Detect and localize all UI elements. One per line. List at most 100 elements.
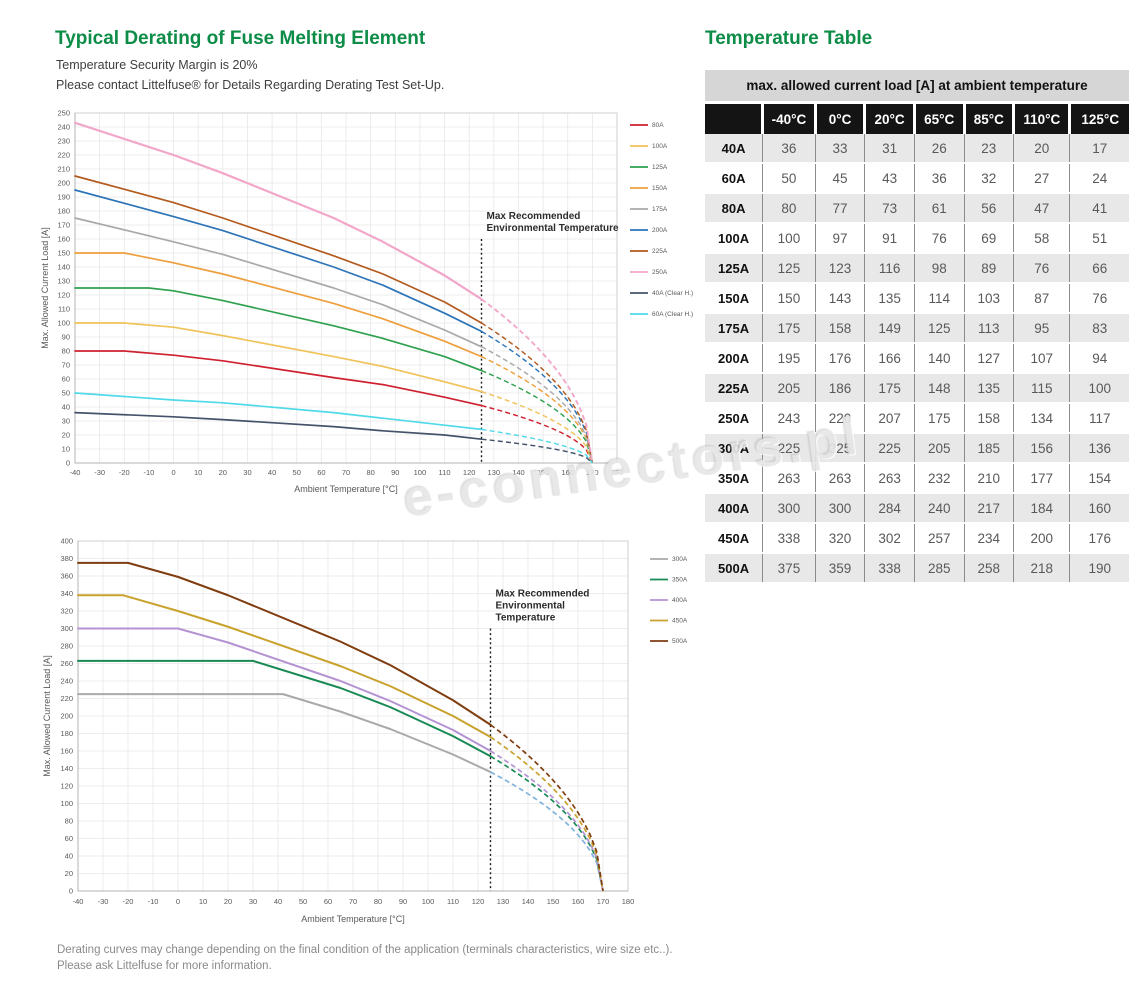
table-cell: 359 (814, 553, 865, 584)
row-label: 450A (705, 523, 763, 554)
table-cell: 125 (913, 313, 964, 344)
grid (77, 540, 629, 892)
curve-dashed-225a (481, 322, 594, 464)
table-cell: 143 (814, 283, 865, 314)
svg-text:120: 120 (60, 782, 73, 791)
table-cell: 225 (864, 433, 915, 464)
svg-text:0: 0 (66, 459, 70, 468)
table-col-header: 85°C (962, 102, 1014, 134)
svg-text:300: 300 (60, 624, 73, 633)
x-axis-title: Ambient Temperature [°C] (301, 914, 404, 924)
curve-dashed-200a (481, 330, 594, 464)
table-row: 60A 50 45 43 36 32 27 24 (705, 163, 1129, 194)
table-row: 400A 300 300 284 240 217 184 160 (705, 493, 1129, 524)
svg-text:200: 200 (57, 179, 70, 188)
row-label: 125A (705, 253, 763, 284)
table-cell: 89 (963, 253, 1014, 284)
svg-text:0: 0 (176, 897, 180, 906)
table-cell: 149 (864, 313, 915, 344)
svg-text:40: 40 (65, 852, 73, 861)
svg-text:140: 140 (522, 897, 535, 906)
svg-text:60: 60 (324, 897, 332, 906)
table-cell: 31 (864, 134, 915, 164)
x-axis-title: Ambient Temperature [°C] (294, 484, 397, 494)
table-cell: 103 (963, 283, 1014, 314)
svg-text:90: 90 (391, 468, 399, 477)
curve-80a (74, 350, 483, 407)
curve-dashed-60a-clear-h- (481, 428, 593, 464)
row-label: 200A (705, 343, 763, 374)
svg-text:70: 70 (349, 897, 357, 906)
table-cell: 300 (762, 493, 816, 524)
table-cell: 134 (1013, 403, 1070, 434)
legend-item: 40A (Clear H.) (630, 290, 693, 297)
legend-item: 100A (630, 143, 668, 150)
svg-text:90: 90 (399, 897, 407, 906)
table-cell: 175 (762, 313, 816, 344)
table-cell: 117 (1069, 403, 1129, 434)
svg-text:-40: -40 (70, 468, 81, 477)
svg-text:110: 110 (447, 897, 459, 906)
svg-text:20: 20 (219, 468, 227, 477)
table-cell: 218 (1013, 553, 1070, 584)
table-cell: 158 (814, 313, 865, 344)
table-cell: 150 (762, 283, 816, 314)
svg-text:40: 40 (274, 897, 282, 906)
svg-text:180: 180 (611, 468, 624, 477)
legend-item: 450A (650, 618, 688, 625)
table-cell: 263 (762, 463, 816, 494)
table-cell: 77 (814, 193, 865, 224)
table-cell: 95 (1013, 313, 1070, 344)
svg-text:230: 230 (57, 137, 70, 146)
table-cell: 115 (1013, 373, 1070, 404)
table-cell: 300 (814, 493, 865, 524)
table-cell: 135 (963, 373, 1014, 404)
curve-dashed-400a (490, 750, 604, 892)
svg-text:160: 160 (57, 235, 70, 244)
svg-text:30: 30 (249, 897, 257, 906)
curve-dashed-175a (481, 346, 594, 464)
curve-175a (74, 217, 483, 348)
derating-chart-low-ratings: -40 -30 -20 -10 0 10 20 30 40 50 60 70 80 90 100 110 120… (38, 101, 703, 501)
svg-text:180: 180 (57, 207, 70, 216)
table-cell: 50 (762, 163, 816, 194)
svg-text:60: 60 (65, 834, 73, 843)
svg-text:40: 40 (62, 403, 70, 412)
curve-500a (77, 561, 492, 726)
svg-text:90: 90 (62, 333, 70, 342)
curve-dashed-150a (481, 355, 594, 464)
axis-tick-labels: -40 -30 -20 -10 0 10 20 30 40 50 60 70 80 90 100 110 120… (57, 109, 623, 477)
svg-text:100: 100 (422, 897, 435, 906)
svg-text:220: 220 (57, 151, 70, 160)
svg-text:100: 100 (57, 319, 70, 328)
svg-text:160: 160 (572, 897, 585, 906)
legend-item: 400A (650, 597, 688, 604)
table-cell: 154 (1069, 463, 1129, 494)
legend: 80A 100A 125A 150A 175A 200A 225A 250A 40A (Clea… (630, 122, 693, 318)
legend-item: 200A (630, 227, 668, 234)
curve-450a (77, 594, 492, 738)
row-label: 400A (705, 493, 763, 524)
page-title: Typical Derating of Fuse Melting Element (55, 28, 426, 49)
table-row: 40A 36 33 31 26 23 20 17 (705, 134, 1129, 164)
table-cell: 207 (864, 403, 915, 434)
legend-item: 225A (630, 248, 668, 255)
table-cell: 220 (814, 403, 865, 434)
table-cell: 66 (1069, 253, 1129, 284)
table-cell: 26 (913, 134, 964, 164)
row-label: 40A (705, 134, 763, 164)
curve-dashed-80a (481, 404, 594, 464)
svg-text:20: 20 (62, 431, 70, 440)
table-cell: 320 (814, 523, 865, 554)
svg-text:400: 400 (60, 537, 73, 546)
table-cell: 41 (1069, 193, 1129, 224)
curve-dashed-450a (490, 736, 604, 892)
svg-text:-10: -10 (148, 897, 159, 906)
table-cell: 97 (814, 223, 865, 254)
svg-text:360: 360 (60, 572, 73, 581)
table-row: 150A 150 143 135 114 103 87 76 (705, 283, 1129, 314)
svg-text:10: 10 (62, 445, 70, 454)
table-cell: 338 (762, 523, 816, 554)
